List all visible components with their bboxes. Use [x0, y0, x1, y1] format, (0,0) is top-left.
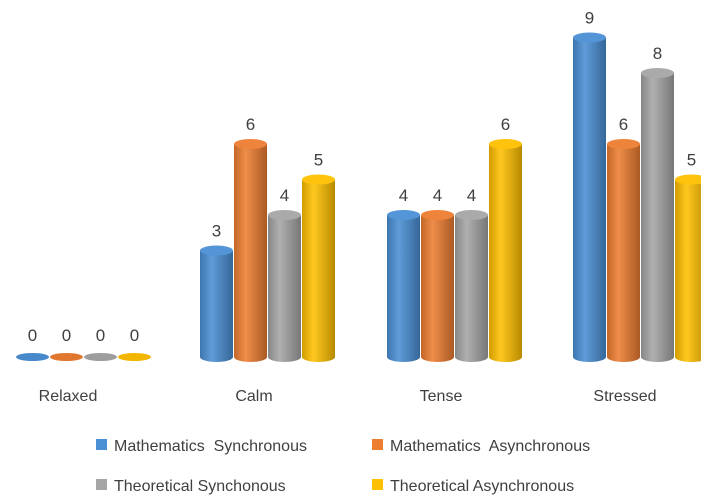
bar-tense-series-3: 4 — [455, 186, 488, 362]
category-label-stressed: Stressed — [593, 388, 656, 405]
bar-calm-series-2: 6 — [234, 115, 267, 362]
legend-item-4: Theoretical Asynchronous — [372, 478, 574, 495]
data-label: 4 — [467, 186, 476, 205]
bar-stressed-series-2: 6 — [607, 115, 640, 362]
legend-label: Mathematics Synchronous — [114, 438, 307, 455]
data-label: 0 — [96, 326, 105, 345]
bar-tense-series-2: 4 — [421, 186, 454, 362]
data-label: 5 — [314, 151, 323, 170]
data-label: 6 — [619, 115, 628, 134]
data-label: 9 — [585, 9, 594, 28]
data-label: 4 — [399, 186, 408, 205]
data-label: 0 — [28, 326, 37, 345]
bar-stressed-series-1: 9 — [573, 9, 606, 362]
legend-swatch — [96, 479, 107, 490]
legend-label: Mathematics Asynchronous — [390, 438, 590, 455]
legend: Mathematics Synchronous Mathematics Async… — [96, 438, 590, 495]
data-label: 0 — [62, 326, 71, 345]
bar-stressed-series-4: 5 — [675, 151, 701, 362]
bar-tense-series-4: 6 — [489, 115, 522, 362]
bar-calm-series-3: 4 — [268, 186, 301, 362]
legend-item-3: Theoretical Synchonous — [96, 478, 286, 495]
bar-tense-series-1: 4 — [387, 186, 420, 362]
data-label: 6 — [246, 115, 255, 134]
category-label-calm: Calm — [235, 388, 272, 405]
legend-item-2: Mathematics Asynchronous — [372, 438, 590, 455]
data-label: 3 — [212, 222, 221, 241]
data-label: 6 — [501, 115, 510, 134]
legend-swatch — [372, 479, 383, 490]
legend-item-1: Mathematics Synchronous — [96, 438, 307, 455]
bar-calm-series-1: 3 — [200, 222, 233, 362]
category-label-tense: Tense — [420, 388, 463, 405]
bar-relaxed-series-2: 0 — [50, 326, 83, 361]
data-label: 5 — [687, 151, 696, 170]
data-label: 4 — [280, 186, 289, 205]
legend-label: Theoretical Asynchronous — [390, 478, 574, 495]
data-label: 0 — [130, 326, 139, 345]
legend-swatch — [96, 439, 107, 450]
bar-relaxed-series-3: 0 — [84, 326, 117, 361]
bar-relaxed-series-4: 0 — [118, 326, 151, 361]
data-label: 8 — [653, 44, 662, 63]
legend-label: Theoretical Synchonous — [114, 478, 286, 495]
bar-relaxed-series-1: 0 — [16, 326, 49, 361]
bar-calm-series-4: 5 — [302, 151, 335, 362]
category-label-relaxed: Relaxed — [39, 388, 98, 405]
category-axis-labels: Relaxed Calm Tense Stressed — [39, 388, 657, 405]
plot-area: 0 0 0 0 3 6 4 5 4 4 4 6 9 6 8 5 — [16, 9, 701, 362]
legend-swatch — [372, 439, 383, 450]
bar-stressed-series-3: 8 — [641, 44, 674, 362]
data-label: 4 — [433, 186, 442, 205]
